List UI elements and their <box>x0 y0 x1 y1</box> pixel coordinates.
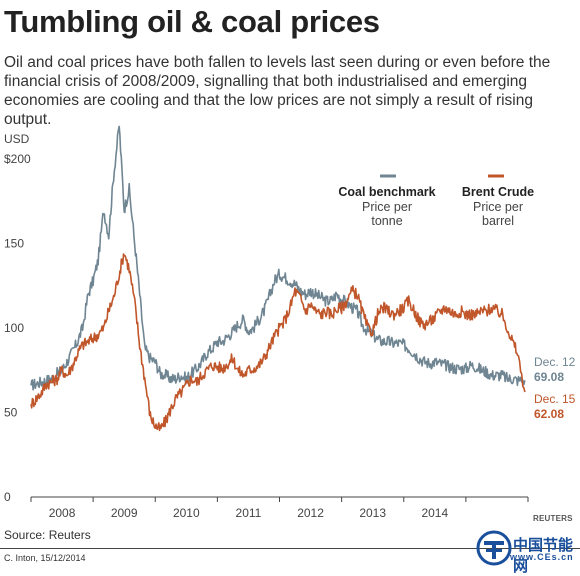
y-axis: $200 150 100 50 0 <box>4 152 31 504</box>
x-tick-label: 2014 <box>421 506 448 520</box>
coal-legend-title: Coal benchmark <box>338 185 435 199</box>
x-tick-label: 2011 <box>236 506 262 520</box>
watermark-url: www.CEs.cn <box>510 552 574 562</box>
series-group <box>30 125 526 432</box>
brent-series-line <box>30 253 526 432</box>
x-tick-label: 2010 <box>173 506 200 520</box>
brent-legend-subtitle: Price per <box>473 200 523 214</box>
coal-legend-subtitle: Price per <box>362 200 412 214</box>
watermark-logo-icon <box>476 530 512 566</box>
source-note: Source: Reuters <box>4 528 91 542</box>
brent-legend-subtitle: barrel <box>482 214 514 228</box>
y-tick-label: 100 <box>4 321 24 335</box>
y-tick-label: 0 <box>4 490 11 504</box>
brent-end-date: Dec. 15 <box>534 392 576 406</box>
x-tick-label: 2012 <box>297 506 324 520</box>
coal-end-value: 69.08 <box>534 370 564 384</box>
reuters-logo: REUTERS <box>533 514 573 523</box>
credit-note: C. Inton, 15/12/2014 <box>4 553 86 563</box>
chart-title: Tumbling oil & coal prices <box>4 4 380 39</box>
x-axis: 2008 2009 2010 2011 2012 2013 2014 <box>30 496 529 520</box>
coal-series-line <box>30 125 526 391</box>
x-tick-label: 2008 <box>49 506 76 520</box>
brent-legend-title: Brent Crude <box>462 185 534 199</box>
x-tick-label: 2013 <box>359 506 386 520</box>
y-axis-label: USD <box>4 132 30 146</box>
chart-subtitle: Oil and coal prices have both fallen to … <box>4 54 551 128</box>
coal-end-date: Dec. 12 <box>534 355 576 369</box>
footer-divider <box>0 548 580 549</box>
y-tick-label: 150 <box>4 237 24 251</box>
coal-legend-subtitle: tonne <box>371 214 402 228</box>
x-tick-label: 2009 <box>111 506 138 520</box>
y-tick-label: $200 <box>4 152 31 166</box>
y-tick-label: 50 <box>4 406 18 420</box>
brent-end-value: 62.08 <box>534 407 564 421</box>
